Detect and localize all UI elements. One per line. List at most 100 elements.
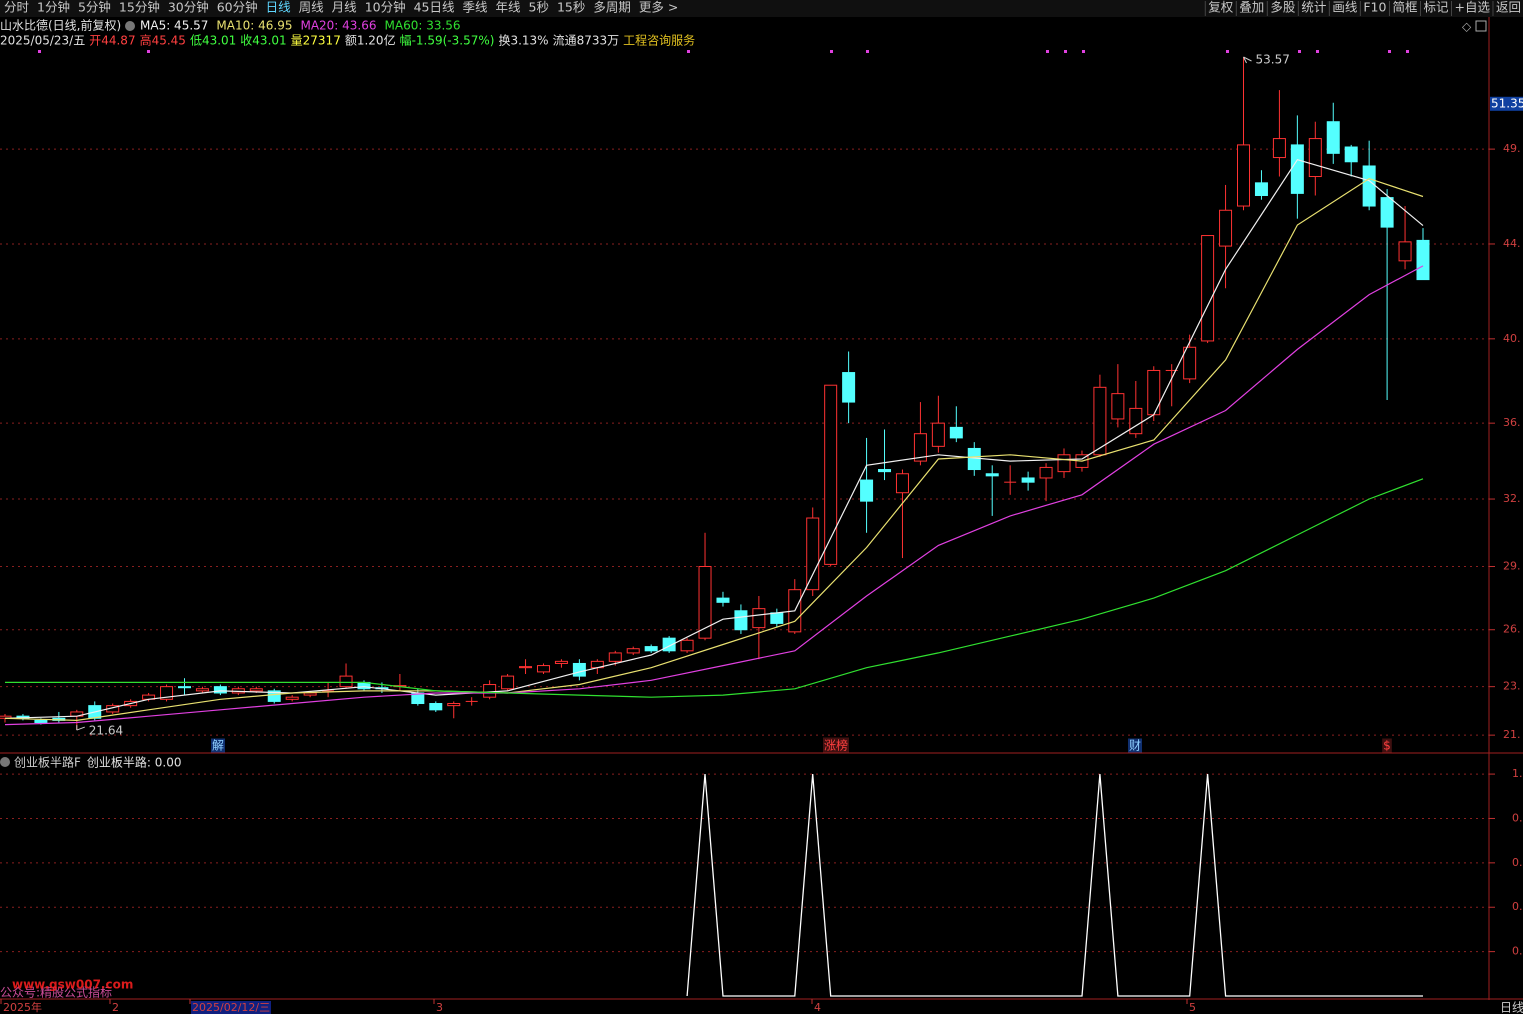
indicator-line [686,774,1423,997]
toolbar-button[interactable]: 简框 [1392,0,1418,15]
price-marker-label: 51.35 [1491,96,1523,110]
candle-body [734,610,748,631]
event-tag[interactable]: 解 [212,739,224,753]
toolbar-button[interactable]: 60分钟 [217,0,258,15]
candle-body [752,608,766,629]
toolbar-button[interactable]: 15分钟 [119,0,160,15]
y-tick-label: 0.6 [1512,856,1523,869]
candle-body [160,686,174,700]
ma-line [5,478,1424,698]
candle-body [824,384,838,565]
x-axis-label: 4 [814,1001,821,1014]
toolbar-button[interactable]: 15秒 [557,0,585,15]
x-axis-label: 2025/02/12/三 [192,1001,270,1014]
candle-body [1290,144,1304,194]
candle-body [554,660,568,664]
event-tag-box [822,737,850,753]
y-tick-label: 1.0 [1512,767,1523,780]
candle-body [1183,346,1197,380]
period-label: 日线 [1500,1001,1523,1014]
toolbar-button[interactable]: 标记 [1423,0,1449,15]
toolbar-button[interactable]: 叠加 [1239,0,1264,15]
toolbar-button[interactable]: 30分钟 [168,0,209,15]
candle-body [1416,239,1430,281]
legend-entry: 创业板半路: 0.00 [87,755,182,770]
candle-body [213,686,227,694]
legend-entry: MA5: 45.57 [140,19,208,33]
toolbar-button[interactable]: 分时 [4,0,30,15]
candle-body [895,473,909,494]
candle-body [680,639,694,652]
y-tick-label: 36. [1503,416,1521,429]
icon-box[interactable] [1475,20,1487,32]
toolbar-button[interactable]: 日线 [266,0,292,15]
candle-body [931,422,945,447]
ma-line [4,265,1424,726]
icon-toggle[interactable] [125,21,135,31]
ma-line [4,158,1424,719]
toolbar-button[interactable]: 月线 [332,0,358,15]
candle-body [501,675,515,690]
toolbar-button[interactable]: 统计 [1301,0,1326,15]
candle-body [267,690,281,702]
signal-dot [866,50,869,53]
candle-body [195,688,209,692]
x-axis-label: 2 [112,1001,119,1014]
toolbar-button[interactable]: 季线 [463,0,489,15]
candle-body [1362,165,1376,207]
y-tick-label: 44. [1503,237,1521,250]
toolbar-button[interactable]: 5分钟 [78,0,111,15]
toolbar-button[interactable]: 画线 [1332,0,1358,15]
candle-body [519,666,533,669]
candle-body [967,447,981,471]
toolbar-button[interactable]: +自选 [1455,0,1491,15]
icon-diamond[interactable]: ◇ [1462,20,1472,34]
toolbar-button[interactable]: 5秒 [529,0,549,15]
quote-item: 换3.13% [498,34,548,48]
toolbar-bg [0,0,1523,17]
toolbar-button[interactable]: 多周期 [593,0,631,15]
toolbar-button[interactable]: 年线 [496,0,522,15]
signal-dot [1298,50,1301,53]
event-tag[interactable]: $ [1383,739,1391,753]
candle-body [860,479,874,502]
quote-item: 2025/05/23/五 [0,34,85,48]
candle-body [1398,241,1412,262]
candle-body [770,612,784,624]
toolbar-button[interactable]: 周线 [299,0,325,15]
icon-toggle[interactable] [0,757,10,767]
toolbar-button[interactable]: F10 [1363,0,1386,15]
annotation-arrow [76,725,85,731]
quote-item: 收43.01 [240,34,286,48]
quote-item: 幅-1.59(-3.57%) [400,33,495,48]
y-tick-label: 23. [1503,680,1521,693]
candle-body [1326,121,1340,154]
candle-body [34,719,48,723]
toolbar-button[interactable]: 复权 [1208,0,1234,15]
signal-dot [687,50,690,53]
candle-body [1201,235,1215,342]
toolbar-button[interactable]: 返回 [1496,0,1521,15]
event-tag[interactable]: 涨榜 [824,738,848,753]
toolbar-button[interactable]: 1分钟 [37,0,70,15]
signal-dot [1388,50,1391,53]
signal-dot [1406,50,1409,53]
toolbar-button[interactable]: 多股 [1270,0,1296,15]
y-tick-label: 0.2 [1512,945,1523,958]
candle-body [626,648,640,654]
toolbar-button[interactable]: 10分钟 [365,0,406,15]
event-tag[interactable]: 财 [1129,739,1141,753]
candle-body [177,686,191,689]
y-tick-label: 0.8 [1512,811,1523,824]
candle-body [1021,477,1035,483]
candle-body [716,597,730,603]
candle-body [572,662,586,677]
candle-body [249,688,263,692]
toolbar-button[interactable]: 45日线 [414,0,455,15]
min-label: 21.64 [89,724,123,738]
quote-item: 额1.20亿 [345,33,396,48]
toolbar-button[interactable]: 更多 > [639,0,678,15]
y-tick-label: 0.4 [1512,900,1523,913]
